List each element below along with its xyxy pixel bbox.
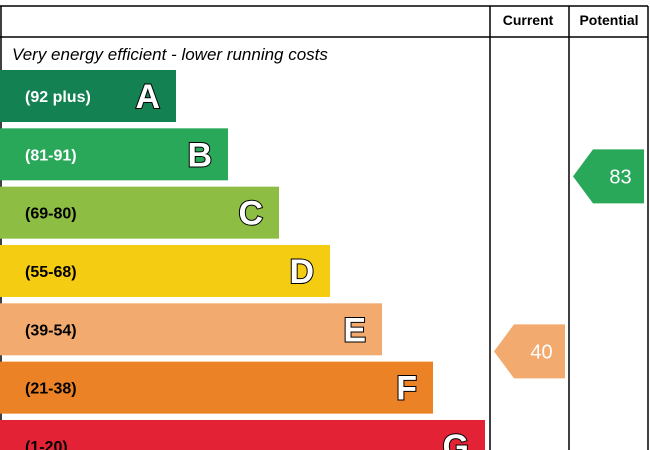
band-letter-a: A [135,78,160,116]
band-bar-d [0,244,330,297]
band-letter-g: G [443,428,469,450]
band-bar-a [0,70,176,122]
band-bar-b [0,128,228,181]
band-bar-f [0,361,433,414]
top-caption: Very energy efficient - lower running co… [12,45,328,64]
band-letter-c: C [238,195,263,233]
band-bar-e [0,303,382,356]
band-letter-d: D [289,253,314,291]
band-range-a: (92 plus) [25,89,91,106]
current-column-header: Current [503,12,554,28]
band-bar-g [0,419,485,450]
current-rating-arrow [494,324,565,379]
band-range-f: (21-38) [25,381,77,398]
current-rating-value: 40 [530,341,552,363]
band-letter-e: E [343,311,366,349]
potential-rating-value: 83 [609,166,631,188]
band-bar-c [0,186,279,239]
band-range-c: (69-80) [25,206,77,223]
ratings-group: 40 83 [494,149,644,379]
band-letter-b: B [187,136,212,174]
bands-group: (92 plus) A (81-91) B (69-80) C (55-68) D (39-54… [0,70,485,450]
potential-rating-arrow [573,149,644,204]
band-range-e: (39-54) [25,322,77,339]
band-range-g: (1-20) [25,439,68,450]
band-letter-f: F [396,370,417,408]
band-range-d: (55-68) [25,264,77,281]
band-range-b: (81-91) [25,147,77,164]
potential-column-header: Potential [579,12,638,28]
